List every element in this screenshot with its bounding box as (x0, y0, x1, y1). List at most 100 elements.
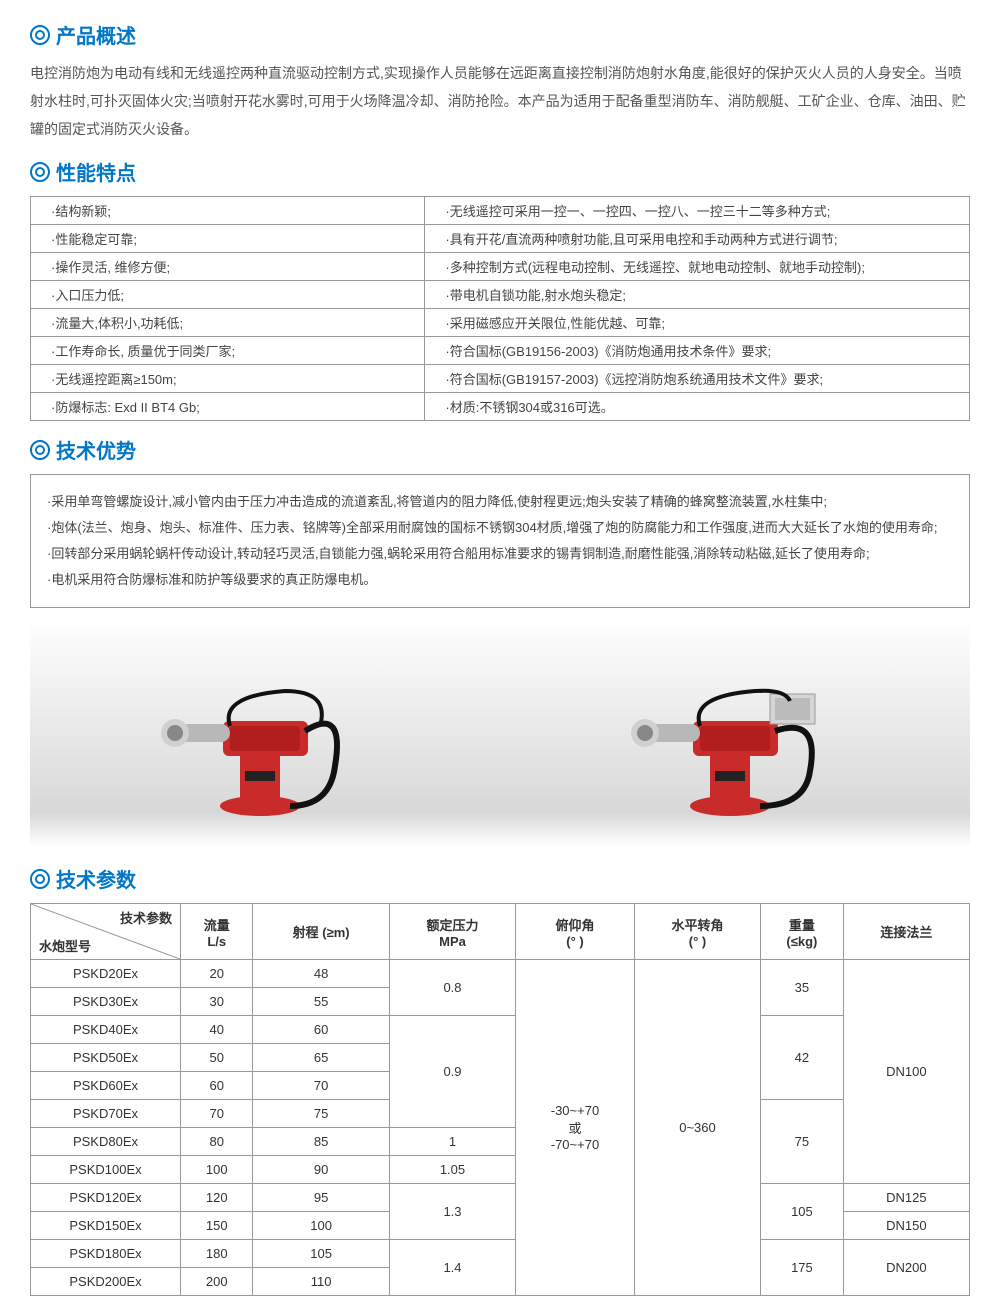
feature-cell: ·材质:不锈钢304或316可选。 (425, 393, 970, 421)
spec-pressure: 1.4 (389, 1240, 515, 1296)
spec-pressure: 1 (389, 1128, 515, 1156)
feature-cell: ·结构新颖; (31, 197, 425, 225)
spec-pressure: 0.9 (389, 1016, 515, 1128)
feature-cell: ·多种控制方式(远程电动控制、无线遥控、就地电动控制、就地手动控制); (425, 253, 970, 281)
circle-icon (30, 162, 50, 182)
spec-model: PSKD50Ex (31, 1044, 181, 1072)
spec-model: PSKD70Ex (31, 1100, 181, 1128)
product-image-row (30, 626, 970, 846)
spec-range: 55 (253, 988, 389, 1016)
spec-title: 技术参数 (30, 864, 970, 893)
advantage-line: ·采用单弯管螺旋设计,减小管内由于压力冲击造成的流道紊乱,将管道内的阻力降低,使… (47, 489, 953, 515)
spec-model: PSKD60Ex (31, 1072, 181, 1100)
spec-range: 75 (253, 1100, 389, 1128)
feature-cell: ·符合国标(GB19157-2003)《远控消防炮系统通用技术文件》要求; (425, 365, 970, 393)
spec-flange: DN125 (843, 1184, 969, 1212)
spec-diag-header: 技术参数 水炮型号 (31, 904, 181, 960)
spec-pitch: -30~+70或-70~+70 (516, 960, 635, 1296)
spec-range: 100 (253, 1212, 389, 1240)
spec-flow: 120 (181, 1184, 253, 1212)
spec-model: PSKD40Ex (31, 1016, 181, 1044)
spec-range: 110 (253, 1268, 389, 1296)
spec-flow: 70 (181, 1100, 253, 1128)
spec-range: 60 (253, 1016, 389, 1044)
advantages-title-text: 技术优势 (56, 435, 136, 464)
features-title: 性能特点 (30, 157, 970, 186)
spec-weight: 175 (761, 1240, 844, 1296)
spec-model: PSKD20Ex (31, 960, 181, 988)
spec-header: 流量L/s (181, 904, 253, 960)
spec-flow: 50 (181, 1044, 253, 1072)
feature-cell: ·无线遥控可采用一控一、一控四、一控八、一控三十二等多种方式; (425, 197, 970, 225)
features-table: ·结构新颖;·无线遥控可采用一控一、一控四、一控八、一控三十二等多种方式;·性能… (30, 196, 970, 421)
product-image-right (615, 656, 855, 826)
spec-flange: DN200 (843, 1240, 969, 1296)
feature-cell: ·防爆标志: Exd II BT4 Gb; (31, 393, 425, 421)
spec-pressure: 0.8 (389, 960, 515, 1016)
spec-header: 连接法兰 (843, 904, 969, 960)
advantages-box: ·采用单弯管螺旋设计,减小管内由于压力冲击造成的流道紊乱,将管道内的阻力降低,使… (30, 474, 970, 608)
spec-weight: 105 (761, 1184, 844, 1240)
spec-flow: 180 (181, 1240, 253, 1268)
spec-flow: 80 (181, 1128, 253, 1156)
spec-pressure: 1.05 (389, 1156, 515, 1184)
spec-header: 俯仰角(° ) (516, 904, 635, 960)
spec-flow: 150 (181, 1212, 253, 1240)
spec-model: PSKD180Ex (31, 1240, 181, 1268)
spec-range: 48 (253, 960, 389, 988)
spec-model: PSKD30Ex (31, 988, 181, 1016)
spec-model: PSKD120Ex (31, 1184, 181, 1212)
spec-model: PSKD150Ex (31, 1212, 181, 1240)
overview-title-text: 产品概述 (56, 20, 136, 49)
spec-range: 95 (253, 1184, 389, 1212)
spec-flow: 20 (181, 960, 253, 988)
diag-bottom: 水炮型号 (39, 936, 91, 955)
product-image-left (145, 656, 385, 826)
spec-title-text: 技术参数 (56, 864, 136, 893)
spec-header: 射程 (≥m) (253, 904, 389, 960)
spec-pressure: 1.3 (389, 1184, 515, 1240)
overview-title: 产品概述 (30, 20, 970, 49)
overview-text: 电控消防炮为电动有线和无线遥控两种直流驱动控制方式,实现操作人员能够在远距离直接… (30, 59, 970, 143)
advantage-line: ·炮体(法兰、炮身、炮头、标准件、压力表、铭牌等)全部采用耐腐蚀的国标不锈钢30… (47, 515, 953, 541)
feature-cell: ·具有开花/直流两种喷射功能,且可采用电控和手动两种方式进行调节; (425, 225, 970, 253)
spec-range: 70 (253, 1072, 389, 1100)
spec-range: 85 (253, 1128, 389, 1156)
spec-weight: 35 (761, 960, 844, 1016)
feature-cell: ·符合国标(GB19156-2003)《消防炮通用技术条件》要求; (425, 337, 970, 365)
feature-cell: ·操作灵活, 维修方便; (31, 253, 425, 281)
feature-cell: ·流量大,体积小,功耗低; (31, 309, 425, 337)
spec-range: 105 (253, 1240, 389, 1268)
circle-icon (30, 440, 50, 460)
advantage-line: ·电机采用符合防爆标准和防护等级要求的真正防爆电机。 (47, 567, 953, 593)
spec-flow: 40 (181, 1016, 253, 1044)
feature-cell: ·入口压力低; (31, 281, 425, 309)
diag-top: 技术参数 (120, 908, 172, 927)
spec-weight: 75 (761, 1100, 844, 1184)
spec-flange: DN150 (843, 1212, 969, 1240)
advantages-title: 技术优势 (30, 435, 970, 464)
spec-model: PSKD100Ex (31, 1156, 181, 1184)
advantage-line: ·回转部分采用蜗轮蜗杆传动设计,转动轻巧灵活,自锁能力强,蜗轮采用符合船用标准要… (47, 541, 953, 567)
spec-model: PSKD200Ex (31, 1268, 181, 1296)
spec-flow: 60 (181, 1072, 253, 1100)
spec-flow: 100 (181, 1156, 253, 1184)
feature-cell: ·工作寿命长, 质量优于同类厂家; (31, 337, 425, 365)
feature-cell: ·带电机自锁功能,射水炮头稳定; (425, 281, 970, 309)
spec-horiz: 0~360 (634, 960, 760, 1296)
feature-cell: ·无线遥控距离≥150m; (31, 365, 425, 393)
spec-weight: 42 (761, 1016, 844, 1100)
feature-cell: ·性能稳定可靠; (31, 225, 425, 253)
spec-model: PSKD80Ex (31, 1128, 181, 1156)
spec-flow: 200 (181, 1268, 253, 1296)
spec-header: 重量(≤kg) (761, 904, 844, 960)
spec-range: 65 (253, 1044, 389, 1072)
features-title-text: 性能特点 (56, 157, 136, 186)
spec-flow: 30 (181, 988, 253, 1016)
circle-icon (30, 869, 50, 889)
spec-header: 额定压力MPa (389, 904, 515, 960)
spec-table: 技术参数 水炮型号 流量L/s射程 (≥m)额定压力MPa俯仰角(° )水平转角… (30, 903, 970, 1296)
spec-range: 90 (253, 1156, 389, 1184)
spec-flange: DN100 (843, 960, 969, 1184)
spec-header: 水平转角(° ) (634, 904, 760, 960)
